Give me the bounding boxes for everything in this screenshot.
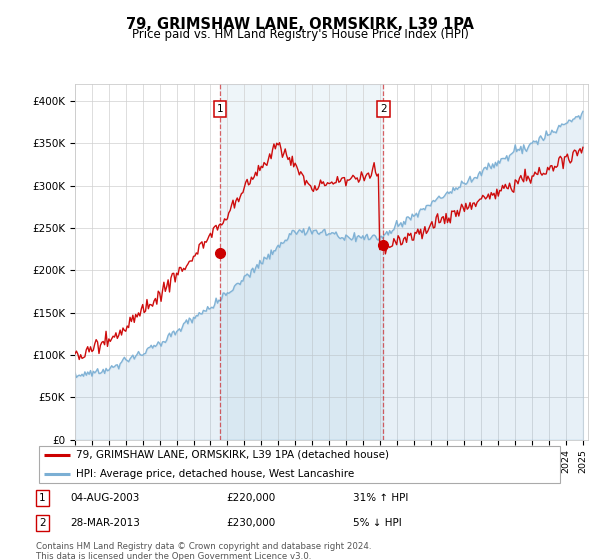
Text: 5% ↓ HPI: 5% ↓ HPI bbox=[353, 518, 401, 528]
Bar bbox=[220, 84, 383, 440]
Text: 1: 1 bbox=[39, 493, 46, 503]
Text: 2: 2 bbox=[39, 518, 46, 528]
Text: 31% ↑ HPI: 31% ↑ HPI bbox=[353, 493, 408, 503]
Text: 79, GRIMSHAW LANE, ORMSKIRK, L39 1PA: 79, GRIMSHAW LANE, ORMSKIRK, L39 1PA bbox=[126, 17, 474, 32]
Text: £220,000: £220,000 bbox=[226, 493, 275, 503]
Text: HPI: Average price, detached house, West Lancashire: HPI: Average price, detached house, West… bbox=[76, 469, 354, 478]
Text: £230,000: £230,000 bbox=[226, 518, 275, 528]
Text: 28-MAR-2013: 28-MAR-2013 bbox=[70, 518, 140, 528]
Text: Contains HM Land Registry data © Crown copyright and database right 2024.
This d: Contains HM Land Registry data © Crown c… bbox=[36, 542, 371, 560]
Text: 04-AUG-2003: 04-AUG-2003 bbox=[70, 493, 140, 503]
Text: Price paid vs. HM Land Registry's House Price Index (HPI): Price paid vs. HM Land Registry's House … bbox=[131, 28, 469, 41]
Text: 79, GRIMSHAW LANE, ORMSKIRK, L39 1PA (detached house): 79, GRIMSHAW LANE, ORMSKIRK, L39 1PA (de… bbox=[76, 450, 389, 460]
Text: 2: 2 bbox=[380, 104, 386, 114]
FancyBboxPatch shape bbox=[38, 446, 560, 483]
Text: 1: 1 bbox=[217, 104, 224, 114]
